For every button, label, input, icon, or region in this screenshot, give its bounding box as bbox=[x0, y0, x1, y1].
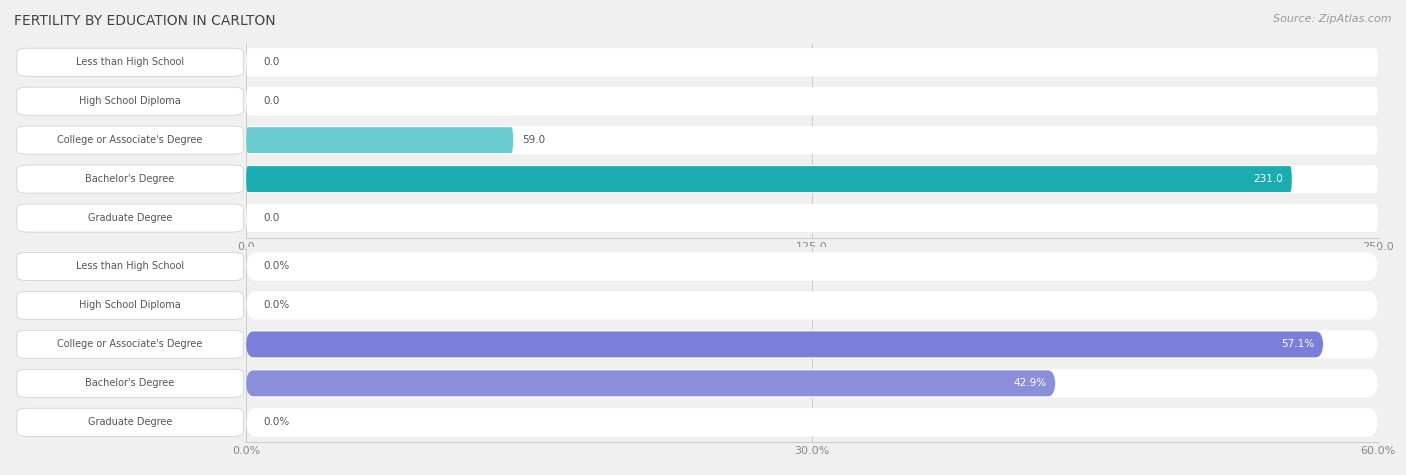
FancyBboxPatch shape bbox=[246, 332, 1323, 357]
Text: FERTILITY BY EDUCATION IN CARLTON: FERTILITY BY EDUCATION IN CARLTON bbox=[14, 14, 276, 28]
FancyBboxPatch shape bbox=[246, 369, 1378, 398]
Text: High School Diploma: High School Diploma bbox=[79, 96, 181, 106]
Text: 0.0%: 0.0% bbox=[263, 300, 290, 311]
Text: 0.0%: 0.0% bbox=[263, 417, 290, 428]
FancyBboxPatch shape bbox=[246, 330, 1378, 359]
FancyBboxPatch shape bbox=[246, 252, 1378, 281]
Text: 0.0: 0.0 bbox=[263, 57, 280, 67]
Text: 231.0: 231.0 bbox=[1253, 174, 1282, 184]
FancyBboxPatch shape bbox=[246, 87, 1378, 115]
FancyBboxPatch shape bbox=[246, 165, 1378, 193]
Text: 57.1%: 57.1% bbox=[1281, 339, 1315, 350]
Text: Graduate Degree: Graduate Degree bbox=[87, 213, 173, 223]
Text: Bachelor's Degree: Bachelor's Degree bbox=[86, 174, 174, 184]
FancyBboxPatch shape bbox=[246, 204, 1378, 232]
Text: College or Associate's Degree: College or Associate's Degree bbox=[58, 135, 202, 145]
Text: Less than High School: Less than High School bbox=[76, 261, 184, 272]
Text: Graduate Degree: Graduate Degree bbox=[87, 417, 173, 428]
FancyBboxPatch shape bbox=[246, 370, 1056, 396]
Text: 0.0: 0.0 bbox=[263, 96, 280, 106]
Text: Bachelor's Degree: Bachelor's Degree bbox=[86, 378, 174, 389]
Text: High School Diploma: High School Diploma bbox=[79, 300, 181, 311]
FancyBboxPatch shape bbox=[246, 48, 1378, 76]
Text: Source: ZipAtlas.com: Source: ZipAtlas.com bbox=[1274, 14, 1392, 24]
FancyBboxPatch shape bbox=[246, 127, 513, 153]
FancyBboxPatch shape bbox=[246, 408, 1378, 437]
Text: 59.0: 59.0 bbox=[522, 135, 546, 145]
Text: 0.0%: 0.0% bbox=[263, 261, 290, 272]
Text: College or Associate's Degree: College or Associate's Degree bbox=[58, 339, 202, 350]
FancyBboxPatch shape bbox=[246, 291, 1378, 320]
Text: 0.0: 0.0 bbox=[263, 213, 280, 223]
Text: 42.9%: 42.9% bbox=[1014, 378, 1046, 389]
FancyBboxPatch shape bbox=[246, 126, 1378, 154]
Text: Less than High School: Less than High School bbox=[76, 57, 184, 67]
FancyBboxPatch shape bbox=[246, 166, 1292, 192]
